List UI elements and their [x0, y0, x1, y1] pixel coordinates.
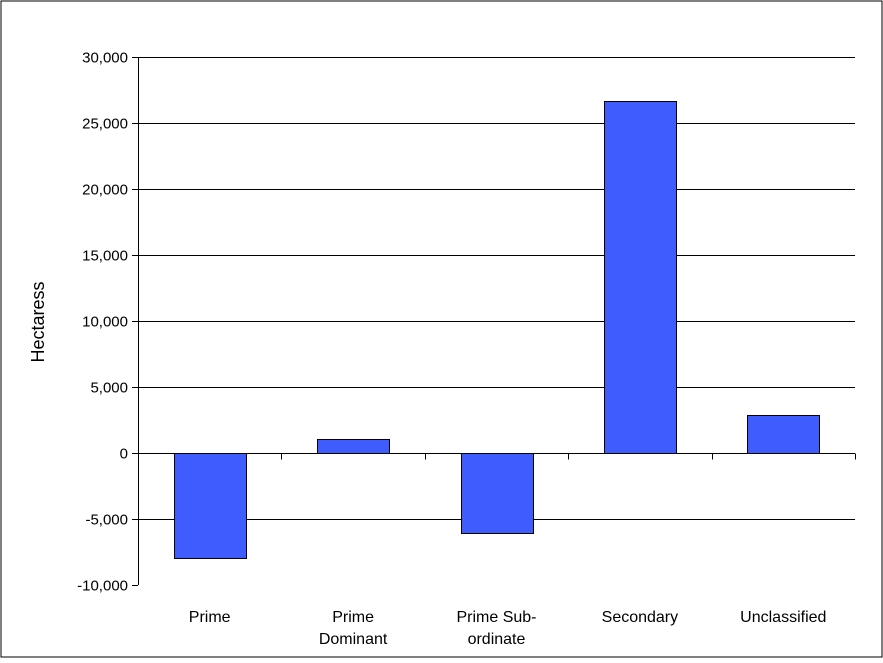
y-axis-title: Hectaress — [28, 281, 48, 362]
x-tick-label-line: Dominant — [319, 631, 388, 648]
x-tick-label: Unclassified — [740, 609, 826, 626]
x-tick-label: Prime Sub-ordinate — [456, 609, 536, 648]
bar — [317, 439, 390, 454]
y-tick-label: -5,000 — [85, 512, 128, 529]
x-tick-label-line: Prime — [332, 609, 374, 626]
bar — [461, 453, 534, 534]
bars — [174, 101, 820, 559]
x-tick-label-line: Secondary — [602, 609, 679, 626]
x-tick-label-line: ordinate — [468, 631, 526, 648]
x-tick-label: Prime — [189, 609, 231, 626]
y-tick-label: 15,000 — [82, 248, 128, 265]
y-tick-label: 0 — [120, 446, 128, 463]
y-tick-label: 30,000 — [82, 50, 128, 67]
y-tick-label: 20,000 — [82, 182, 128, 199]
bar — [604, 101, 677, 454]
bar — [747, 415, 820, 454]
bar — [174, 453, 247, 559]
axes — [132, 57, 856, 586]
x-tick-label-line: Prime Sub- — [456, 609, 536, 626]
x-tick-label: Secondary — [602, 609, 679, 626]
y-tick-label: 5,000 — [90, 380, 128, 397]
x-tick-label-line: Unclassified — [740, 609, 826, 626]
y-tick-label: -10,000 — [77, 578, 128, 595]
y-tick-label: 10,000 — [82, 314, 128, 331]
y-tick-labels: 30,000 25,000 20,000 15,000 10,000 5,000 0 -5,0… — [77, 50, 128, 595]
y-tick-label: 25,000 — [82, 116, 128, 133]
x-tick-label: Prime Dominant — [319, 609, 388, 648]
x-tick-label-line: Prime — [189, 609, 231, 626]
x-tick-labels: Prime Prime Dominant Prime Sub-ordinate Seco… — [189, 609, 827, 648]
